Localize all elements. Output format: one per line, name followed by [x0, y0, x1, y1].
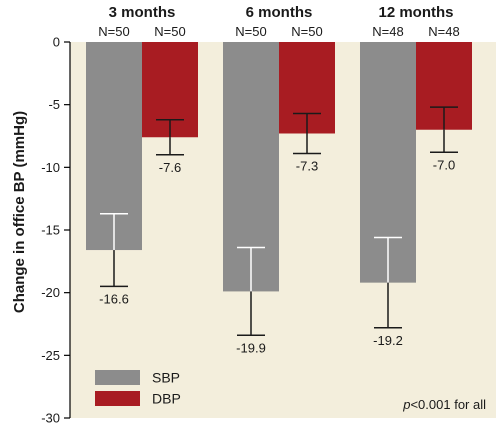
- note-p: p: [402, 397, 410, 412]
- value-label-dbp: -7.0: [433, 157, 455, 172]
- labels-layer: -16.6 -19.9 -19.2 -7.6 -7.3 -7.0 3 months N=50 N…: [98, 4, 459, 355]
- y-tick-label: -15: [41, 223, 60, 238]
- n-label: N=48: [372, 24, 403, 39]
- value-label-sbp: -16.6: [99, 291, 129, 306]
- n-label: N=50: [291, 24, 322, 39]
- n-label: N=50: [235, 24, 266, 39]
- significance-note: p<0.001 for all: [402, 397, 486, 412]
- error-bars-layer: [100, 106, 458, 337]
- value-label-sbp: -19.2: [373, 333, 403, 348]
- group-title: 12 months: [378, 4, 453, 21]
- group-title: 3 months: [109, 4, 176, 21]
- y-tick-label: -5: [48, 97, 60, 112]
- y-tick-label: -30: [41, 411, 60, 426]
- legend-swatch-dbp: [95, 391, 140, 406]
- group-title: 6 months: [246, 4, 313, 21]
- legend-swatch-sbp: [95, 370, 140, 385]
- y-axis-label: Change in office BP (mmHg): [11, 111, 28, 313]
- n-label: N=50: [98, 24, 129, 39]
- legend: SBP DBP: [95, 370, 181, 407]
- value-label-dbp: -7.6: [159, 160, 181, 175]
- n-label: N=50: [154, 24, 185, 39]
- n-label: N=48: [428, 24, 459, 39]
- y-tick-label: -20: [41, 285, 60, 300]
- y-tick-label: -25: [41, 348, 60, 363]
- value-label-sbp: -19.9: [236, 340, 266, 355]
- y-tick-label: -10: [41, 160, 60, 175]
- y-tick-label: 0: [53, 35, 60, 50]
- value-label-dbp: -7.3: [296, 159, 318, 174]
- note-rest: <0.001 for all: [410, 397, 486, 412]
- legend-label-dbp: DBP: [152, 391, 181, 407]
- y-axis: 0 -5 -10 -15 -20 -25 -30: [41, 35, 71, 426]
- legend-label-sbp: SBP: [152, 370, 180, 386]
